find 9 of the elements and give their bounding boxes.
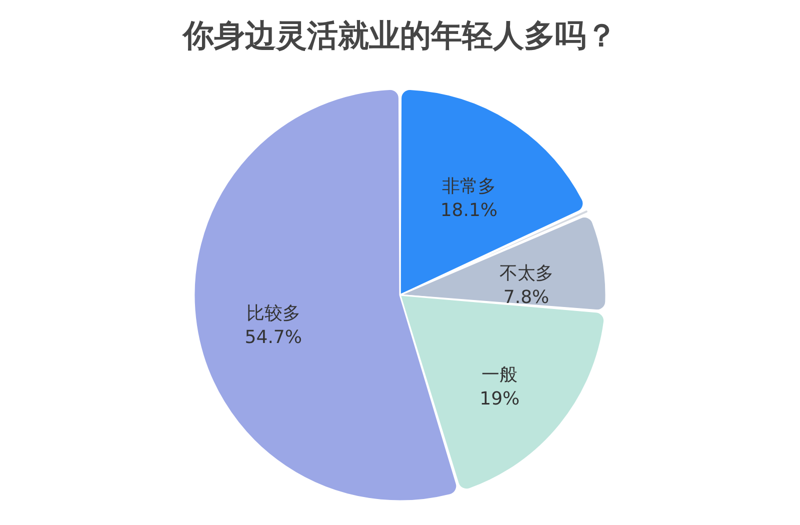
data-label: 54.7% — [244, 326, 302, 348]
data-label: 18.1% — [440, 200, 498, 222]
slice-label: 比较多 — [246, 302, 300, 324]
slice-label: 一般 — [482, 364, 518, 386]
slice-label: 非常多 — [442, 176, 496, 198]
data-label: 7.8% — [503, 287, 550, 308]
data-label: 19% — [480, 388, 520, 410]
slice-label: 不太多 — [499, 263, 554, 284]
chart-title: 你身边灵活就业的年轻人多吗？ — [181, 18, 617, 54]
